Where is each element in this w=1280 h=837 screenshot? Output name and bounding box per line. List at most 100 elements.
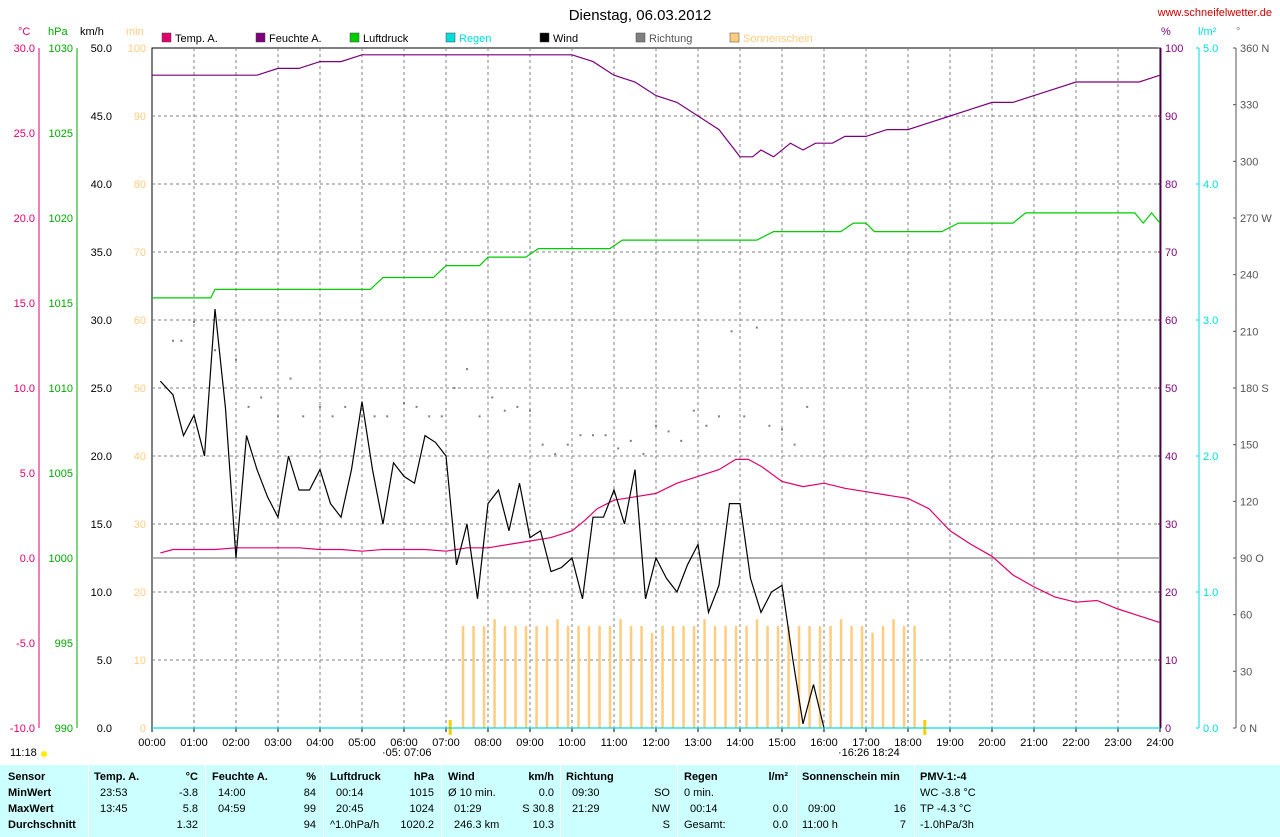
wind-tick-label: 0.0 (97, 723, 112, 735)
stats-humidity-min-time: 14:00 (218, 787, 246, 799)
sunshine-bar (860, 626, 864, 728)
direction-point (289, 377, 292, 380)
x-tick-label: 00:00 (138, 737, 166, 749)
stats-wind-max-time: 01:29 (454, 803, 482, 815)
series-lines (152, 54, 1161, 729)
stats-pmv-row1: WC -3.8 °C (920, 787, 976, 799)
humidity-tick-label: 70 (1165, 247, 1177, 259)
x-tick-label: 09:00 (516, 737, 544, 749)
unit-temp: °C (18, 26, 30, 38)
x-tick-label: 16:00 (810, 737, 838, 749)
sun-tick-label: 60 (134, 315, 146, 327)
temp-tick-label: -5.0 (16, 638, 35, 650)
unit-humidity: % (1161, 26, 1171, 38)
stats-temp-header: Temp. A. (94, 771, 140, 783)
stats-pmv-row3: -1.0hPa/3h (920, 819, 974, 831)
sunshine-bar (913, 626, 916, 728)
sun-tick-label: 90 (134, 111, 146, 123)
direction-point (302, 415, 305, 418)
sunshine-bar (598, 626, 601, 728)
direction-tick-label: 30 (1240, 666, 1252, 678)
sunshine-bar (892, 619, 895, 728)
rain-tick-label: 1.0 (1203, 587, 1218, 599)
sunshine-bar (587, 626, 591, 728)
sun-icon-bottom-left (41, 751, 47, 757)
stats-row-max: MaxWert (8, 803, 54, 815)
direction-tick-label: 330 (1240, 100, 1258, 112)
direction-point (386, 415, 389, 418)
axes: 00:00 01:00 02:00 03:00 04:00 05:00 06:00 07:00… (10, 43, 1272, 749)
humidity-tick-label: 10 (1165, 655, 1177, 667)
website-link[interactable]: www.schneifelwetter.de (1157, 7, 1272, 19)
x-tick-label: 04:00 (306, 737, 334, 749)
sunshine-bar (808, 626, 811, 728)
sunshine-bar (524, 626, 528, 728)
stats-temp-max: 5.8 (182, 803, 198, 815)
x-tick-label: 05:00 (348, 737, 376, 749)
direction-tick-label: 150 (1240, 440, 1258, 452)
statistics-panel: Sensor MinWert MaxWert Durchschnitt Temp… (0, 765, 1280, 837)
direction-point (516, 405, 519, 408)
rain-tick-label: 4.0 (1203, 179, 1218, 191)
direction-tick-label: 270 W (1240, 213, 1272, 225)
sunshine-bar (629, 626, 633, 728)
legend: Temp. A. Feuchte A. Luftdruck Regen Wind Rich… (161, 32, 813, 45)
humidity-tick-label: 0 (1165, 723, 1171, 735)
sunshine-bar (461, 626, 465, 728)
direction-point (277, 415, 279, 418)
humidity-tick-label: 20 (1165, 587, 1177, 599)
direction-point (235, 358, 237, 361)
direction-point (319, 405, 321, 408)
temp-tick-label: 0.0 (20, 553, 35, 565)
pressure-tick-label: 1030 (49, 43, 73, 55)
stats-direction-max: NW (651, 803, 670, 815)
stats-humidity-avg: 94 (303, 819, 316, 831)
x-tick-label: 06:00 (390, 737, 418, 749)
direction-point (655, 424, 657, 427)
direction-point (592, 434, 594, 437)
stats-direction-avg: S (662, 819, 670, 831)
direction-point (806, 405, 809, 408)
sunshine-bar (650, 632, 654, 728)
stats-col-sensor: Sensor MinWert MaxWert Durchschnitt (8, 765, 88, 837)
legend-swatch (635, 32, 646, 43)
sunshine-bar (482, 626, 486, 728)
direction-point (718, 415, 720, 418)
pressure-tick-label: 1010 (49, 383, 73, 395)
sun-tick-label: 40 (134, 451, 146, 463)
sunshine-bar (745, 626, 748, 728)
stats-sun-row2-time: 09:00 (808, 803, 836, 815)
direction-point (172, 339, 174, 342)
pressure-tick-label: 995 (55, 638, 73, 650)
legend-label: Regen (459, 33, 491, 45)
wind-tick-label: 10.0 (91, 587, 112, 599)
x-tick-label: 03:00 (264, 737, 292, 749)
direction-tick-label: 60 (1240, 610, 1252, 622)
direction-point (466, 368, 468, 371)
x-tick-label: 02:00 (222, 737, 250, 749)
sunshine-bar (713, 626, 717, 728)
stats-temp-min: -3.8 (179, 787, 198, 799)
direction-tick-label: 210 (1240, 326, 1258, 338)
direction-tick-label: 360 N (1240, 43, 1269, 55)
direction-point (755, 326, 758, 329)
x-tick-label: 13:00 (684, 737, 712, 749)
sunshine-bar (545, 626, 549, 728)
x-tick-label: 07:00 (432, 737, 460, 749)
stats-pressure-unit: hPa (413, 771, 434, 783)
unit-direction: ° (1236, 26, 1240, 38)
stats-col-sun: Sonnenschein min 09:00 16 11:00 h 7 (802, 765, 910, 837)
sunshine-bar (577, 626, 580, 728)
sunshine-bar (556, 619, 559, 728)
temp-tick-label: 20.0 (14, 213, 35, 225)
marker-sunset: ·16:26 18:24 (838, 747, 900, 759)
direction-point (344, 405, 347, 408)
direction-tick-label: 180 S (1240, 383, 1269, 395)
direction-point (403, 402, 405, 405)
sunshine-bar (734, 626, 738, 728)
stats-humidity-max-time: 04:59 (218, 803, 246, 815)
direction-point (415, 405, 418, 408)
stats-direction-max-time: 21:29 (572, 803, 600, 815)
wind-tick-label: 50.0 (91, 43, 112, 55)
humidity-tick-label: 100 (1165, 43, 1183, 55)
